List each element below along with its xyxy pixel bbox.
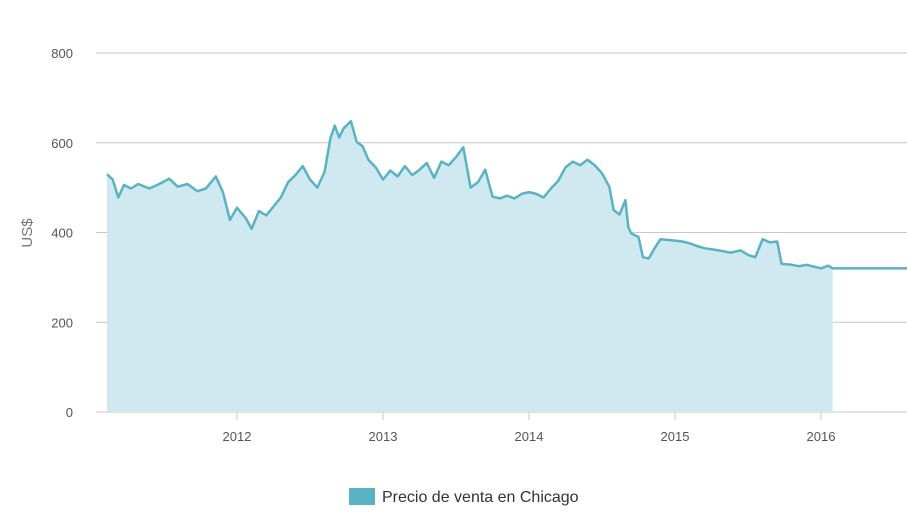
x-axis-ticks: 2012 2013 2014 2015 2016 [223, 412, 836, 444]
x-tick-label: 2012 [223, 429, 252, 444]
plot-area [106, 119, 907, 412]
y-axis-title: US$ [19, 218, 36, 248]
y-tick-label: 200 [51, 315, 73, 330]
y-tick-label: 600 [51, 136, 73, 151]
x-tick-label: 2014 [515, 429, 544, 444]
legend-swatch[interactable] [349, 488, 375, 505]
series-area [107, 121, 833, 412]
y-tick-label: 800 [51, 46, 73, 61]
y-tick-label: 0 [66, 405, 73, 420]
legend[interactable]: Precio de venta en Chicago [349, 488, 579, 506]
y-axis-ticks: 0 200 400 600 800 [51, 46, 73, 420]
x-tick-label: 2016 [807, 429, 836, 444]
x-tick-label: 2013 [369, 429, 398, 444]
y-tick-label: 400 [51, 226, 73, 241]
x-tick-label: 2015 [661, 429, 690, 444]
series-line[interactable] [106, 119, 907, 270]
legend-label[interactable]: Precio de venta en Chicago [382, 489, 579, 506]
